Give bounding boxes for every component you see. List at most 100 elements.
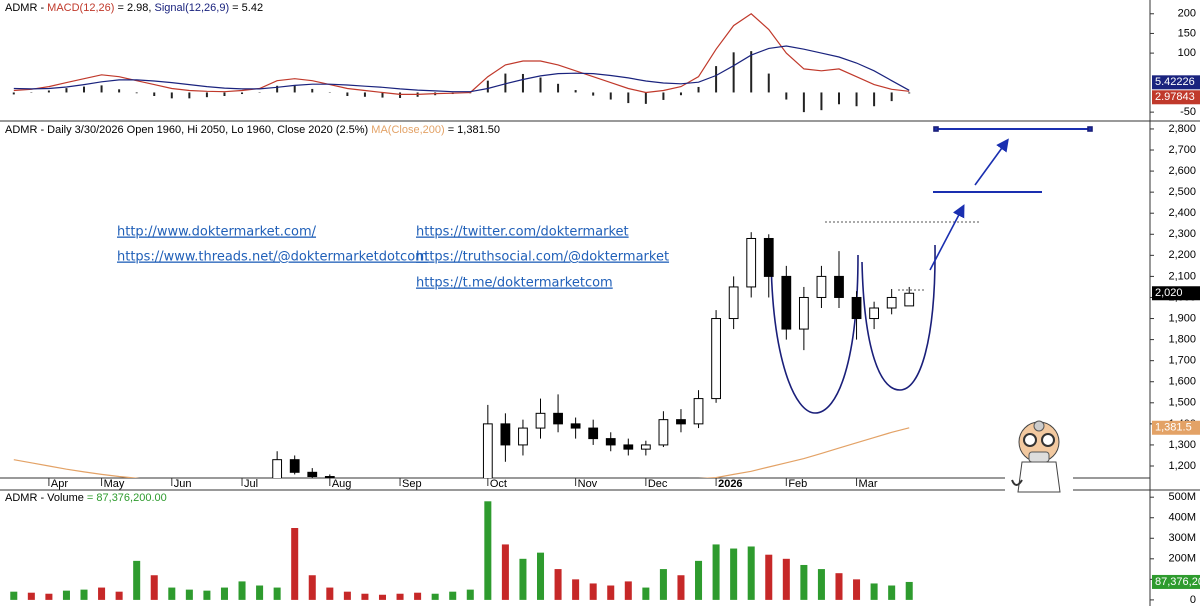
candle-body xyxy=(482,423,493,478)
y-tick-label: 2,600 xyxy=(1168,165,1196,177)
volume-bar xyxy=(256,585,264,600)
volume-bar xyxy=(484,501,492,600)
candle-body xyxy=(272,459,283,478)
y-tick-label: 1,900 xyxy=(1168,312,1196,324)
y-tick-label: 300M xyxy=(1168,532,1196,544)
x-tick-label: Dec xyxy=(648,478,668,490)
y-tick-label: 1,500 xyxy=(1168,397,1196,409)
y-tick-label: 1,300 xyxy=(1168,439,1196,451)
candle-body xyxy=(746,237,757,288)
volume-bar xyxy=(10,591,18,600)
volume-bar xyxy=(343,591,351,600)
mascot-stethoscope xyxy=(1011,479,1023,486)
candle-body xyxy=(307,471,318,478)
volume-bar xyxy=(782,558,790,600)
volume-bar xyxy=(27,592,35,600)
volume-bar xyxy=(853,579,861,600)
volume-bar xyxy=(133,560,141,600)
axis-badge: 2.97843 xyxy=(1155,91,1195,103)
x-tick-label: Apr xyxy=(51,478,68,490)
mascot-mirror xyxy=(1033,420,1045,432)
links: http://www.doktermarket.com/ https://www… xyxy=(117,225,669,291)
candle-body xyxy=(605,438,616,446)
volume-bar xyxy=(572,579,580,600)
link[interactable]: https://www.threads.net/@doktermarketdot… xyxy=(117,250,428,265)
volume-bar xyxy=(80,589,88,600)
volume-bar xyxy=(835,573,843,600)
price-header: ADMR - Daily 3/30/2026 Open 1960, Hi 205… xyxy=(5,124,500,136)
mascot-glasses xyxy=(1023,433,1037,447)
y-tick-label: 1,200 xyxy=(1168,460,1196,472)
candle-body xyxy=(623,444,634,450)
y-tick-label: 0 xyxy=(1190,594,1196,606)
handle xyxy=(1087,126,1093,132)
title: ADMR - Daily 3/30/2026 Open 1960, Hi 205… xyxy=(5,124,368,136)
y-tick-label: 2,200 xyxy=(1168,249,1196,261)
y-tick-label: 2,700 xyxy=(1168,144,1196,156)
macd-line xyxy=(13,45,910,93)
volume-bar xyxy=(238,581,246,600)
annotations xyxy=(770,126,1093,414)
volume-bar xyxy=(747,546,755,600)
volume-bar xyxy=(712,544,720,600)
y-tick-label: 2,800 xyxy=(1168,123,1196,135)
y-tick-label: 500M xyxy=(1168,491,1196,503)
volume-bar xyxy=(220,587,228,600)
cup xyxy=(770,254,859,414)
title: ADMR - Volume xyxy=(5,492,84,504)
volume-bar xyxy=(168,587,176,600)
volume-bar xyxy=(554,569,562,600)
volume-bar xyxy=(765,554,773,600)
x-tick-label: Feb xyxy=(788,478,807,490)
volume-bar xyxy=(396,593,404,600)
legend-entry: MACD(12,26) xyxy=(47,2,114,14)
axis-badge: 2,020 xyxy=(1155,287,1183,299)
current-value: = 1,381.50 xyxy=(448,124,500,136)
macd-header: ADMR - MACD(12,26) = 2.98, Signal(12,26,… xyxy=(5,2,263,14)
symbol: ADMR - xyxy=(5,2,44,14)
candle-body xyxy=(289,459,300,473)
candle-body xyxy=(728,286,739,320)
candle-body xyxy=(658,419,669,446)
volume-bar xyxy=(870,583,878,600)
volume-bar xyxy=(378,594,387,600)
candle-body xyxy=(535,412,546,429)
link[interactable]: https://twitter.com/doktermarket xyxy=(416,225,629,240)
y-tick-label: 100 xyxy=(1178,47,1196,59)
volume-bar xyxy=(800,564,808,600)
volume-bar xyxy=(642,587,650,600)
volume-bar xyxy=(589,583,597,600)
x-tick-label: Oct xyxy=(490,478,507,490)
volume-bar xyxy=(45,593,53,600)
volume-bar xyxy=(607,585,615,600)
candle-body xyxy=(834,275,844,298)
axis-badge-bg xyxy=(1152,574,1200,589)
link[interactable]: https://t.me/doktermarketcom xyxy=(416,276,613,291)
x-tick-label: 2026 xyxy=(718,478,742,490)
volume-bar xyxy=(273,587,281,600)
moving-average xyxy=(13,427,910,478)
y-tick-label: 2,100 xyxy=(1168,270,1196,282)
volume-bar xyxy=(62,590,70,600)
link[interactable]: https://truthsocial.com/@doktermarket xyxy=(416,250,669,265)
y-tick-label: 2,400 xyxy=(1168,207,1196,219)
current-value: = 2.98, xyxy=(117,2,151,14)
x-tick-label: Nov xyxy=(578,478,598,490)
candle-body xyxy=(798,296,809,330)
cup xyxy=(861,244,936,391)
y-tick-label: -50 xyxy=(1180,106,1196,118)
axis-badge: 5.42226 xyxy=(1155,76,1195,88)
y-tick-label: 1,700 xyxy=(1168,355,1196,367)
y-tick-label: 150 xyxy=(1178,27,1196,39)
axis-badge-bg xyxy=(1152,90,1200,105)
link[interactable]: http://www.doktermarket.com/ xyxy=(117,225,317,240)
candle-body xyxy=(588,427,599,440)
y-tick-label: 2,500 xyxy=(1168,186,1196,198)
candle-body xyxy=(711,318,721,400)
x-tick-label: Sep xyxy=(402,478,422,490)
volume-bar xyxy=(98,587,106,600)
volume-bar xyxy=(308,575,316,600)
candle-body xyxy=(904,292,915,307)
axis-badge: 87,376,20 xyxy=(1155,576,1200,588)
